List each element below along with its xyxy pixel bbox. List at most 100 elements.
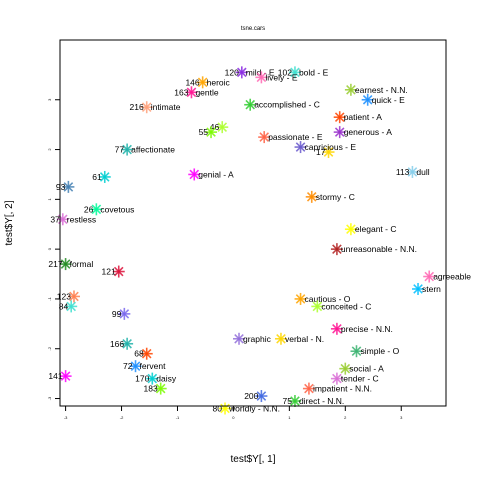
point-marker-stroke [155,383,166,394]
data-point: 26 covetous [84,203,134,216]
point-text-label: formal [70,259,94,269]
point-id-label: 61 [92,172,102,182]
point-text-label: conceited - C [321,301,371,311]
data-point: 123 [57,290,80,303]
x-axis: -3 -2 -1 0 1 2 3 [64,406,403,420]
point-marker-stroke [259,132,269,142]
point-text-label: passionate - E [268,132,323,142]
data-point: tender - C [330,372,379,385]
point-marker-stroke [69,291,79,302]
point-marker-stroke [186,87,197,98]
point-marker-stroke [332,373,342,384]
point-marker-stroke [312,301,323,312]
point-text-label: lively - E [265,72,297,82]
point-text-label: affectionate [131,145,175,155]
point-id-label: 113 [396,167,410,177]
data-point: generous - A [333,126,392,139]
point-text-label: quick - E [372,95,405,105]
data-point: 166 [110,337,134,350]
point-text-label: unreasonable - N.N. [341,244,417,254]
data-point: 113 dull [396,165,430,178]
point-id-label: 183 [144,384,158,394]
data-point: 217 formal [48,258,94,271]
point-text-label: restless [67,214,96,224]
data-point: accomplished - C [244,98,320,111]
point-text-label: patient - A [344,112,383,122]
point-id-label: 37 [50,214,60,224]
chart-title: tsne.cars [241,26,265,32]
point-marker-stroke [141,348,152,359]
point-marker-stroke [332,324,342,334]
x-tick-label: 1 [288,415,291,420]
x-tick-label: 2 [344,415,347,420]
point-marker-stroke [217,122,228,132]
point-marker-stroke [346,224,356,235]
y-tick-label: -1 [47,296,52,300]
data-point: genial - A [188,168,234,181]
data-point: stormy - C [305,190,355,203]
point-id-label: 55 [199,127,209,137]
point-marker-stroke [113,266,124,277]
point-id-label: 217 [48,259,62,269]
data-point: passionate - E [258,131,323,144]
point-marker-stroke [60,259,71,269]
data-point: 84 [59,300,78,313]
point-marker-stroke [334,127,345,137]
point-text-label: covetous [100,204,134,214]
y-tick-label: 0 [47,247,52,250]
point-marker-stroke [346,84,356,95]
point-marker-stroke [340,363,351,374]
data-point: 141 [48,370,72,383]
point-id-label: 141 [48,371,62,381]
point-marker-stroke [424,271,435,282]
point-marker-stroke [332,244,342,254]
point-text-label: tender - C [341,374,379,384]
data-point: 120 mild - E [225,66,275,79]
data-point: elegant - C [344,223,396,236]
point-marker-stroke [413,284,423,294]
y-tick-label: -2 [47,346,52,350]
y-axis-label: test$Y[, 2] [4,200,15,245]
data-point: lively - E [255,71,298,84]
y-tick-label: 1 [47,197,52,200]
point-marker-stroke [407,167,418,177]
data-point: verbal - N. [274,332,324,345]
x-axis-label: test$Y[, 1] [230,454,275,465]
point-marker-stroke [99,172,110,182]
point-id-label: 123 [57,291,71,301]
point-marker-stroke [306,192,317,202]
data-point: 75 direct - N.N. [282,395,344,408]
point-marker-stroke [122,144,132,155]
point-marker-stroke [130,361,141,371]
data-point: 216 intimate [130,101,181,114]
point-text-label: intimate [151,102,181,112]
data-point: social - A [339,362,384,375]
point-text-label: earnest - N.N. [355,85,408,95]
x-tick-label: 0 [232,415,235,420]
data-point: agreeable [423,270,471,283]
point-marker-stroke [245,99,256,110]
point-text-label: fervent [140,361,167,371]
point-text-label: verbal - N. [285,334,324,344]
point-marker-stroke [189,169,200,180]
point-marker-stroke [295,294,306,304]
point-text-label: daisy [156,374,177,384]
point-marker-stroke [234,333,244,344]
point-marker-stroke [290,396,300,406]
point-id-label: 46 [210,122,220,132]
point-id-label: 216 [130,102,144,112]
point-marker-stroke [351,346,362,357]
data-point: 77 affectionate [115,143,175,156]
data-point: cautious - O [294,292,351,305]
y-tick-label: -3 [47,396,52,400]
x-tick-label: -1 [176,415,180,420]
point-id-label: 146 [185,77,199,87]
y-tick-label: 3 [47,98,52,101]
point-marker-stroke [91,204,102,215]
point-id-label: 68 [134,349,144,359]
data-point: 17 [316,146,335,159]
point-text-label: agreeable [433,272,471,282]
x-tick-label: -3 [64,415,68,420]
point-marker-stroke [276,333,286,344]
